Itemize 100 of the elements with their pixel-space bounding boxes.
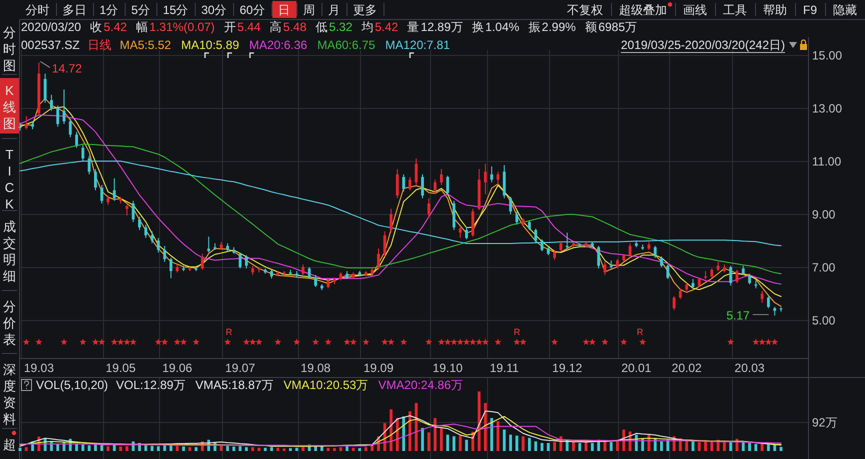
candlestick — [559, 241, 562, 252]
text: MA5:5.52 — [120, 38, 172, 52]
bar — [553, 442, 556, 451]
text: 分时图 — [3, 24, 16, 72]
bar — [188, 447, 192, 451]
text: 成交明细 — [3, 218, 16, 283]
bar — [276, 448, 280, 451]
bar — [452, 436, 456, 451]
text: 1.31%(0.07) — [149, 20, 215, 34]
candlestick — [660, 256, 663, 268]
candlestick — [465, 226, 468, 240]
candlestick — [540, 238, 544, 252]
text: VMA20:24.86万 — [378, 378, 463, 392]
text: 收 — [90, 20, 102, 34]
annotation: 5.17 — [726, 308, 750, 323]
bar — [660, 441, 663, 451]
bar — [515, 436, 518, 451]
annotation: R — [514, 327, 521, 337]
legend-title: 日线 — [88, 38, 112, 52]
text: 月 — [328, 3, 340, 17]
bar — [722, 442, 726, 451]
bar — [767, 444, 770, 451]
annotation: 14.72 — [52, 62, 82, 76]
text: K线图 — [3, 82, 16, 130]
candlestick — [553, 249, 556, 260]
text: 画线 — [683, 3, 707, 17]
bar — [352, 448, 355, 451]
text: 超 — [3, 436, 16, 452]
text: 15分 — [162, 3, 188, 17]
candlestick — [452, 200, 456, 230]
text: VMA5:18.87万 — [195, 378, 274, 392]
candlestick — [100, 184, 104, 204]
text: VMA10:20.53万 — [283, 378, 368, 392]
candlestick — [62, 89, 66, 124]
text: 量 — [407, 20, 420, 34]
bar — [603, 441, 606, 451]
bar — [24, 447, 28, 451]
bar — [434, 418, 437, 451]
candlestick — [484, 163, 487, 195]
candlestick — [126, 204, 128, 216]
candlestick — [496, 171, 500, 186]
bar — [150, 446, 154, 451]
text: 帮助 — [763, 3, 787, 17]
candlestick — [170, 257, 172, 279]
text: 2020/03/20 — [21, 20, 82, 34]
bar — [333, 448, 336, 451]
bar — [748, 443, 751, 451]
candlestick — [163, 245, 166, 262]
bar — [182, 446, 185, 451]
bar — [358, 448, 362, 451]
candlestick — [716, 261, 720, 272]
text: 隐藏 — [833, 3, 858, 17]
candlestick — [760, 290, 764, 304]
bar — [282, 448, 286, 451]
candlestick — [81, 144, 84, 162]
bar — [289, 448, 292, 451]
text: 周 — [302, 3, 315, 17]
bar — [704, 441, 707, 451]
bar — [364, 447, 368, 451]
x-tick-label: 19.06 — [162, 361, 193, 375]
bar — [75, 444, 78, 451]
bar — [106, 446, 110, 451]
text: 12.89万 — [420, 20, 463, 34]
bar — [509, 434, 512, 451]
bar — [421, 428, 424, 451]
bar — [440, 428, 443, 451]
text: 深度资料 — [3, 362, 16, 426]
text: MA120:7.81 — [385, 38, 450, 52]
bar — [100, 445, 104, 451]
text: 工具 — [723, 3, 747, 17]
candlestick — [112, 178, 116, 202]
text: F9 — [803, 3, 818, 17]
y-tick-label: 9.00 — [812, 208, 836, 222]
candlestick — [50, 94, 53, 112]
bar — [232, 446, 236, 451]
text: 超级叠加 — [619, 3, 667, 17]
bar — [320, 446, 324, 451]
bar — [540, 443, 544, 451]
text: 换 — [472, 20, 484, 34]
x-tick-label: 19.05 — [106, 361, 136, 375]
text: 不复权 — [567, 3, 603, 17]
candlestick — [377, 248, 380, 270]
text: 5.44 — [237, 20, 261, 34]
y-tick-label: 5.00 — [812, 314, 836, 328]
chart-title: VOL(5,10,20) — [36, 378, 108, 392]
bar — [522, 436, 525, 451]
candlestick — [421, 174, 424, 199]
candlestick — [390, 208, 392, 234]
candlestick — [678, 288, 682, 300]
bar — [780, 446, 782, 451]
bar — [496, 421, 500, 451]
bar — [478, 391, 481, 451]
y-tick-label: 15.00 — [812, 48, 842, 62]
text: MA20:6.36 — [249, 38, 308, 52]
bar — [572, 442, 575, 451]
candlestick — [597, 245, 600, 269]
bar — [528, 438, 531, 451]
candlestick — [767, 296, 770, 309]
text: 开 — [224, 20, 236, 34]
bar — [238, 446, 242, 451]
